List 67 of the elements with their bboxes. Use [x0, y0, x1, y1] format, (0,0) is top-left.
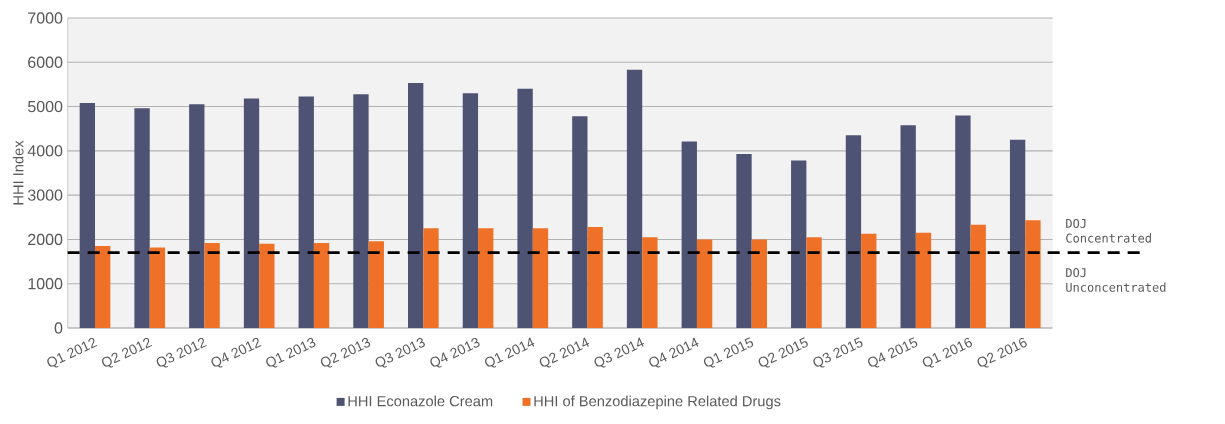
bar [736, 153, 752, 328]
x-tick-label: Q1 2015 [703, 337, 754, 368]
bar [1009, 139, 1026, 328]
bar [517, 88, 533, 328]
legend-label: HHI Econazole Cream [348, 395, 493, 407]
x-tick-label: Q1 2014 [485, 337, 535, 368]
bar [572, 116, 588, 328]
bar [587, 227, 603, 328]
y-tick-label: 6000 [28, 56, 63, 68]
bar [861, 233, 877, 328]
y-tick-label: 7000 [28, 12, 63, 24]
bar [368, 241, 384, 328]
y-tick-label: 3000 [27, 189, 63, 201]
bar [423, 228, 439, 328]
x-tick-label: Q4 2015 [868, 337, 918, 368]
bar [751, 239, 767, 328]
bar [313, 242, 330, 328]
x-tick-label: Q4 2012 [211, 337, 262, 368]
bar [79, 103, 96, 328]
bar [532, 228, 549, 328]
y-tick-label: 0 [54, 322, 63, 334]
bar [915, 232, 932, 328]
bar [478, 228, 494, 328]
bar [408, 83, 424, 328]
x-tick-label: Q3 2013 [375, 337, 425, 368]
bar [845, 135, 862, 328]
x-tick-label: Q2 2014 [539, 337, 590, 368]
x-tick-label: Q3 2015 [813, 337, 863, 368]
bar [298, 96, 314, 328]
bar [189, 104, 205, 328]
bar [95, 246, 111, 328]
x-tick-label: Q1 2012 [47, 337, 98, 368]
bar [642, 237, 658, 328]
bar [462, 93, 479, 328]
annotation: DOJ Unconcentrated [1066, 268, 1166, 292]
y-tick-label: 4000 [27, 145, 63, 157]
bar [791, 160, 807, 328]
x-tick-label: Q1 2016 [922, 337, 973, 368]
bar [243, 98, 260, 328]
bar [259, 243, 275, 328]
x-tick-label: Q2 2012 [101, 337, 153, 368]
x-tick-label: Q1 2013 [266, 337, 316, 368]
legend-label: HHI of Benzodiazepine Related Drugs [534, 395, 781, 410]
x-tick-label: Q2 2015 [758, 337, 808, 368]
x-tick-label: Q2 2013 [320, 337, 371, 368]
bar [806, 237, 822, 328]
y-tick-label: 5000 [28, 100, 63, 113]
x-tick-label: Q2 2016 [977, 337, 1027, 368]
y-tick-label: 1000 [28, 278, 63, 290]
bar [204, 242, 220, 328]
bar [353, 94, 369, 328]
bar [1025, 220, 1041, 328]
bar [970, 224, 986, 328]
x-tick-label: Q4 2014 [649, 337, 699, 368]
bar [134, 108, 150, 328]
bar [955, 115, 971, 328]
x-tick-label: Q4 2013 [430, 337, 480, 368]
x-tick-label: Q3 2014 [594, 337, 644, 368]
bar [696, 239, 713, 328]
annotation: DOJ Concentrated [1066, 218, 1151, 243]
x-tick-label: Q3 2012 [156, 337, 207, 368]
bar [626, 69, 643, 328]
bar [681, 141, 697, 328]
y-tick-label: 2000 [28, 233, 63, 246]
bar [149, 247, 166, 328]
y-axis-title: HHI Index [12, 140, 24, 205]
bar [900, 125, 916, 328]
